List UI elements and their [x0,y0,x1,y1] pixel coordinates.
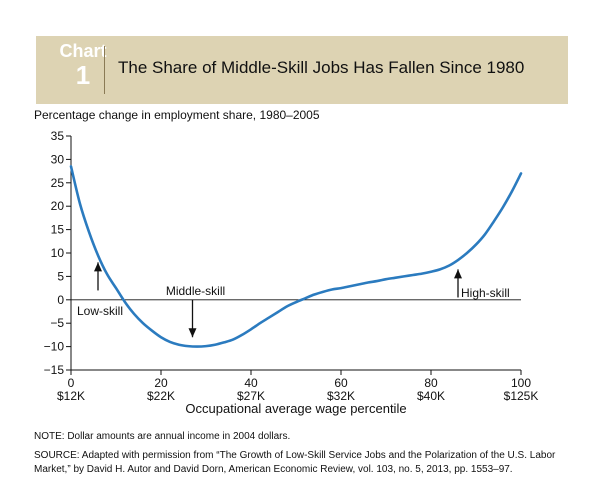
x-wage-label: $12K [57,389,85,403]
x-wage-label: $125K [504,389,539,403]
y-tick-label: 0 [57,293,64,307]
low-skill-arrow-head [94,262,102,272]
x-tick-label: 60 [334,376,348,390]
chart-series [69,165,523,348]
y-tick-label: 25 [51,176,65,190]
x-axis-label: Occupational average wage percentile [185,401,406,416]
x-tick-label: 80 [424,376,438,390]
x-wage-label: $27K [237,389,265,403]
chart-source: SOURCE: Adapted with permission from “Th… [34,450,556,475]
middle-skill-arrow-head [188,328,197,338]
chart-axes [70,136,521,371]
chart-ticks: −15−10−5051015202530350$12K20$22K40$27K6… [44,129,539,403]
chart-note: NOTE: Dollar amounts are annual income i… [34,431,291,442]
x-wage-label: $40K [417,389,445,403]
middle-skill-label: Middle-skill [166,284,225,298]
line-chart: −15−10−5051015202530350$12K20$22K40$27K6… [44,129,539,416]
y-tick-label: −10 [44,340,65,354]
y-tick-label: 20 [51,199,65,213]
chart-subtitle: Percentage change in employment share, 1… [34,108,320,122]
y-tick-label: 15 [51,223,65,237]
high-skill-arrow-head [454,269,462,279]
x-wage-label: $32K [327,389,355,403]
chart-number: 1 [75,60,91,90]
low-skill-label: Low-skill [77,304,123,318]
y-tick-label: 30 [51,152,65,166]
x-wage-label: $22K [147,389,175,403]
y-tick-label: 35 [51,129,65,143]
chart-number-tag: Chart 1 [54,42,112,88]
x-tick-label: 40 [244,376,258,390]
x-tick-label: 20 [154,376,168,390]
x-tick-label: 100 [511,376,531,390]
banner-divider [104,46,105,94]
y-tick-label: 10 [51,246,65,260]
y-tick-label: −5 [50,316,64,330]
high-skill-label: High-skill [461,286,510,300]
chart-word: Chart [59,41,107,61]
y-tick-label: 5 [57,269,64,283]
y-tick-label: −15 [44,363,65,377]
chart-annotations: Low-skill Middle-skill High-skill [77,262,510,338]
chart-title: The Share of Middle-Skill Jobs Has Falle… [118,58,525,77]
series-line [69,165,523,348]
x-tick-label: 0 [68,376,75,390]
chart-banner: Chart 1 The Share of Middle-Skill Jobs H… [36,36,568,104]
